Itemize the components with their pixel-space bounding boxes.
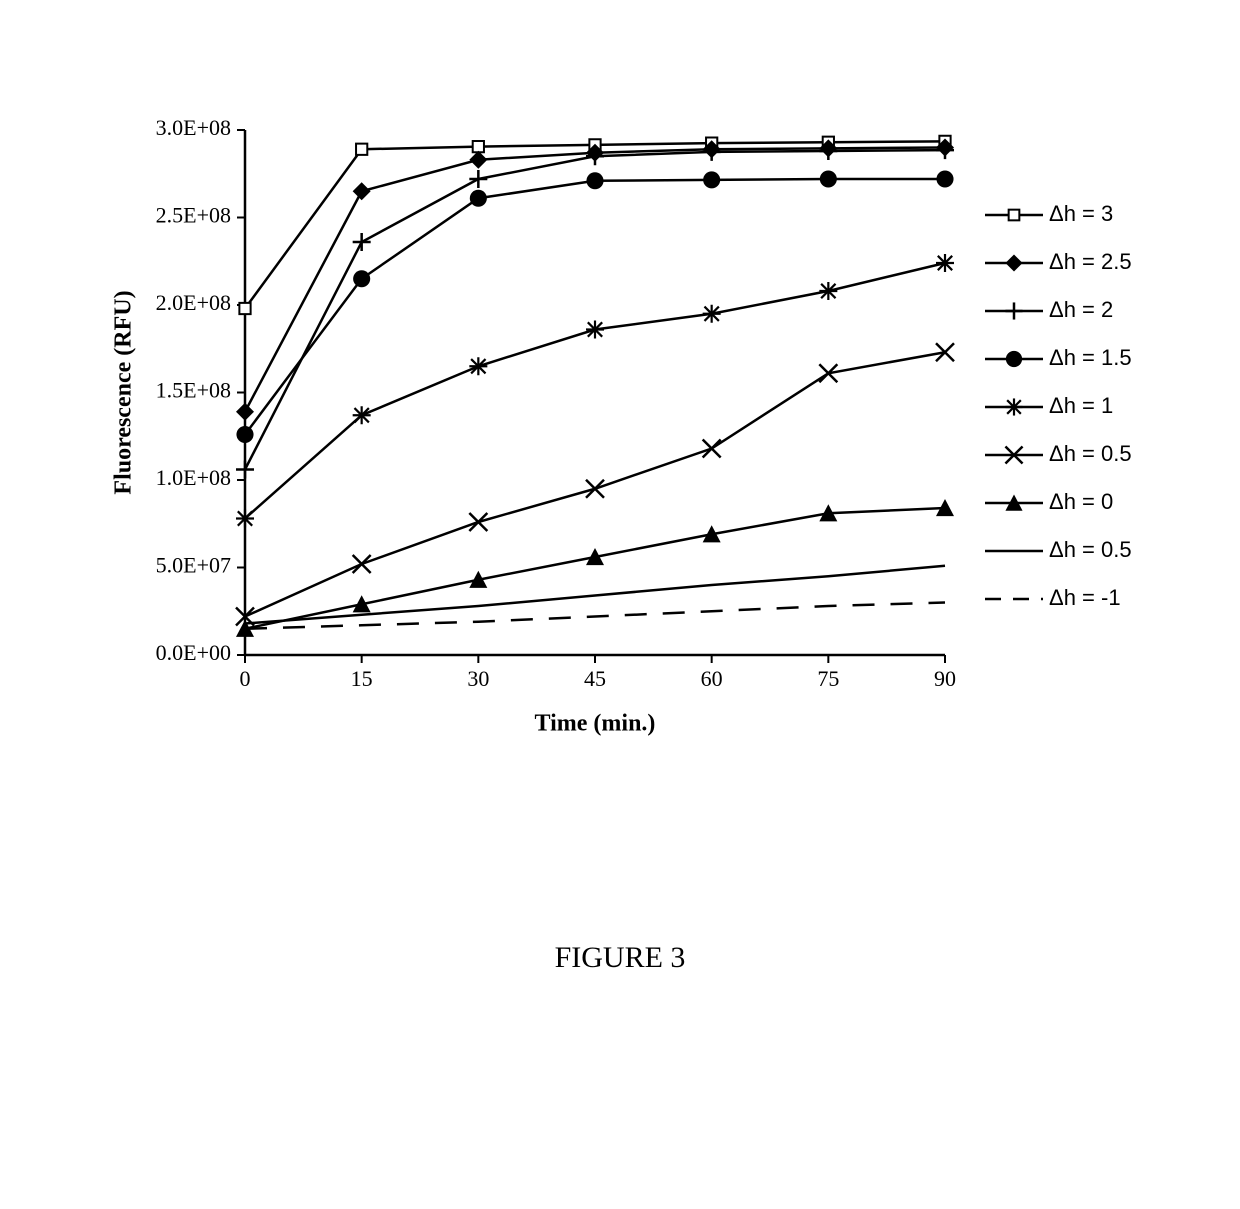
- chart-svg: 0.0E+00 5.0E+07 1.0E+08 1.5E+08 2.0E+08 2.5E+…: [0, 0, 1240, 1209]
- svg-text:1.5E+08: 1.5E+08: [156, 378, 231, 403]
- svg-text:Δh = 0.5: Δh = 0.5: [1049, 537, 1132, 562]
- svg-text:Time (min.): Time (min.): [535, 711, 656, 737]
- svg-text:Δh = 1.5: Δh = 1.5: [1049, 345, 1132, 370]
- svg-text:Δh = -1: Δh = -1: [1049, 585, 1121, 610]
- svg-text:Fluorescence (RFU): Fluorescence (RFU): [111, 290, 137, 494]
- svg-text:2.0E+08: 2.0E+08: [156, 290, 231, 315]
- svg-text:Δh = 2.5: Δh = 2.5: [1049, 249, 1132, 274]
- svg-text:90: 90: [934, 666, 956, 691]
- svg-text:Δh = 1: Δh = 1: [1049, 393, 1113, 418]
- svg-text:5.0E+07: 5.0E+07: [156, 553, 231, 578]
- svg-text:Δh = 3: Δh = 3: [1049, 201, 1113, 226]
- svg-text:0: 0: [240, 666, 251, 691]
- svg-text:2.5E+08: 2.5E+08: [156, 203, 231, 228]
- svg-text:3.0E+08: 3.0E+08: [156, 115, 231, 140]
- svg-text:15: 15: [351, 666, 373, 691]
- figure-container: 0.0E+00 5.0E+07 1.0E+08 1.5E+08 2.0E+08 2.5E+…: [0, 0, 1240, 1209]
- svg-text:0.0E+00: 0.0E+00: [156, 640, 231, 665]
- svg-text:Δh = 2: Δh = 2: [1049, 297, 1113, 322]
- svg-text:Δh = 0.5: Δh = 0.5: [1049, 441, 1132, 466]
- svg-text:60: 60: [701, 666, 723, 691]
- svg-text:Δh = 0: Δh = 0: [1049, 489, 1113, 514]
- svg-text:75: 75: [817, 666, 839, 691]
- svg-text:FIGURE 3: FIGURE 3: [555, 941, 686, 974]
- svg-text:45: 45: [584, 666, 606, 691]
- svg-text:30: 30: [467, 666, 489, 691]
- svg-text:1.0E+08: 1.0E+08: [156, 465, 231, 490]
